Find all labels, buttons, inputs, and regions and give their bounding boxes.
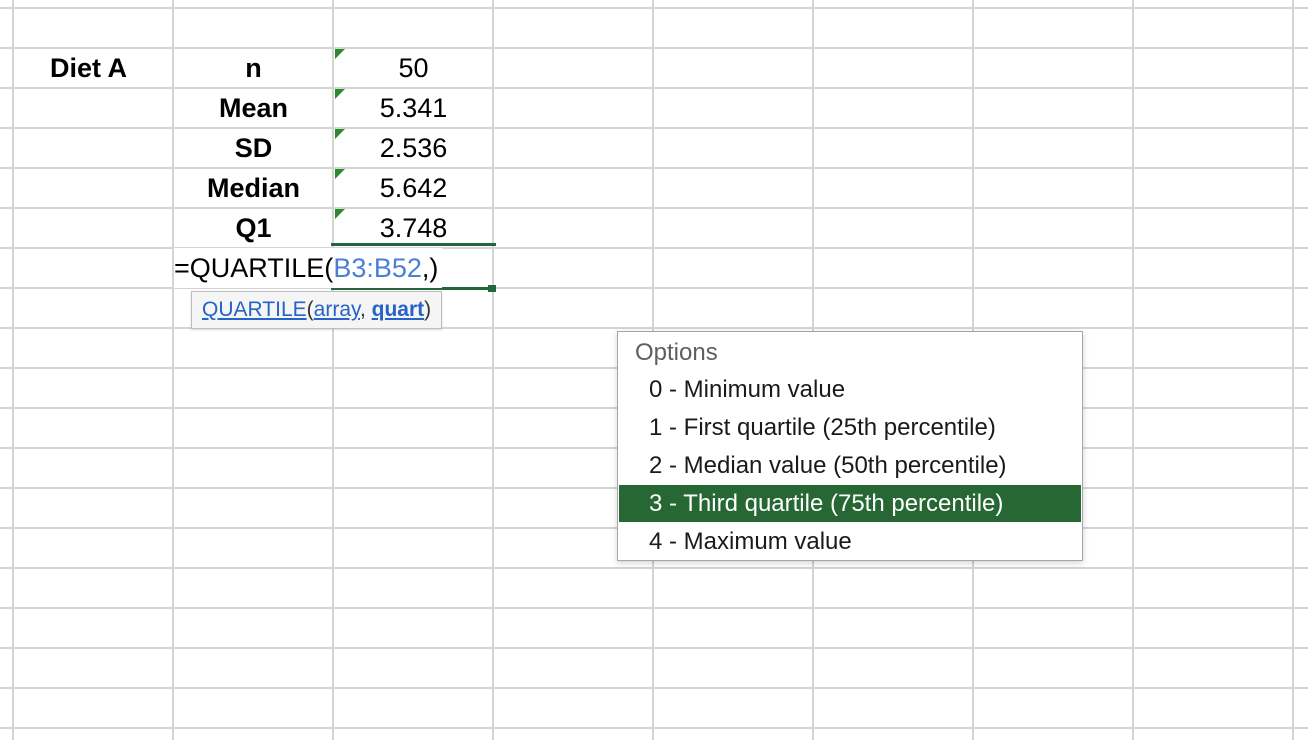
dropdown-header: Options xyxy=(635,339,718,366)
cell-indicator-icon xyxy=(335,129,345,139)
option-maximum[interactable]: 4 - Maximum value xyxy=(649,528,852,555)
active-cell-top-border xyxy=(331,243,496,246)
stat-label-sd[interactable]: SD xyxy=(175,129,332,167)
stat-value-n[interactable]: 50 xyxy=(335,49,492,87)
stat-value-mean[interactable]: 5.341 xyxy=(335,89,492,127)
formula-range-reference: B3:B52 xyxy=(333,253,422,283)
signature-separator: , xyxy=(359,298,372,321)
stat-label-median[interactable]: Median xyxy=(175,169,332,207)
active-cell-bottom-border xyxy=(331,287,488,290)
group-label-cell[interactable]: Diet A xyxy=(50,49,160,87)
fill-handle[interactable] xyxy=(488,285,496,292)
formula-prefix: =QUARTILE( xyxy=(174,253,334,283)
option-minimum[interactable]: 0 - Minimum value xyxy=(649,376,846,403)
stat-value-q1[interactable]: 3.748 xyxy=(335,209,492,247)
cell-indicator-icon xyxy=(335,49,345,59)
cell-indicator-icon xyxy=(335,89,345,99)
quart-options-dropdown[interactable]: Options 0 - Minimum value 1 - First quar… xyxy=(617,331,1083,561)
stat-label-n[interactable]: n xyxy=(175,49,332,87)
function-signature-tooltip: QUARTILE(array, quart) xyxy=(191,291,443,329)
cell-indicator-icon xyxy=(335,209,345,219)
stat-label-q1[interactable]: Q1 xyxy=(175,209,332,247)
option-first-quartile[interactable]: 1 - First quartile (25th percentile) xyxy=(649,414,996,441)
argument-array-link[interactable]: array xyxy=(313,298,360,321)
formula-editor[interactable]: =QUARTILE(B3:B52,) xyxy=(174,248,443,288)
stat-label-mean[interactable]: Mean xyxy=(175,89,332,127)
signature-open-paren: ( xyxy=(306,298,314,321)
option-third-quartile[interactable]: 3 - Third quartile (75th percentile) xyxy=(619,485,1081,522)
option-median[interactable]: 2 - Median value (50th percentile) xyxy=(649,452,1007,479)
cell-indicator-icon xyxy=(335,169,345,179)
formula-suffix: ,) xyxy=(421,253,439,283)
argument-quart-link[interactable]: quart xyxy=(371,298,425,321)
function-name-link[interactable]: QUARTILE xyxy=(202,298,307,321)
stat-value-median[interactable]: 5.642 xyxy=(335,169,492,207)
signature-close-paren: ) xyxy=(424,298,432,321)
stat-value-sd[interactable]: 2.536 xyxy=(335,129,492,167)
